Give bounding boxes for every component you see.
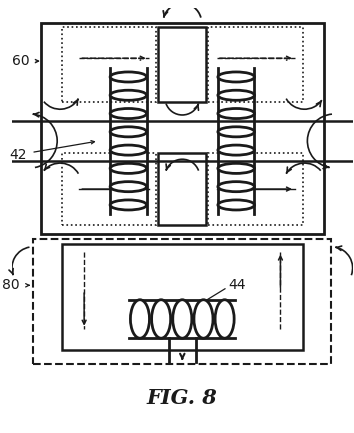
Bar [158,27,206,103]
Ellipse shape [218,200,255,210]
Text: 42: 42 [9,149,27,162]
Text: 60: 60 [12,54,29,68]
Bar [208,152,303,225]
Ellipse shape [110,200,147,210]
Ellipse shape [218,163,255,173]
Text: 44: 44 [228,278,246,292]
Bar [208,27,303,103]
Ellipse shape [110,181,147,192]
Ellipse shape [110,109,147,119]
Ellipse shape [218,127,255,137]
Ellipse shape [194,300,213,338]
Ellipse shape [218,72,255,82]
Ellipse shape [173,300,192,338]
Bar [62,27,156,103]
Ellipse shape [110,72,147,82]
Bar [33,239,331,364]
Ellipse shape [110,127,147,137]
Ellipse shape [152,300,171,338]
Text: 80: 80 [2,278,20,292]
Ellipse shape [110,163,147,173]
Bar [62,152,156,225]
Ellipse shape [218,181,255,192]
Bar [41,23,324,234]
Ellipse shape [218,145,255,155]
Ellipse shape [130,300,149,338]
Ellipse shape [110,145,147,155]
Text: FIG. 8: FIG. 8 [147,388,218,408]
Ellipse shape [218,90,255,100]
Bar [62,244,303,350]
Bar [158,152,206,225]
Ellipse shape [110,90,147,100]
Ellipse shape [218,109,255,119]
Ellipse shape [215,300,234,338]
